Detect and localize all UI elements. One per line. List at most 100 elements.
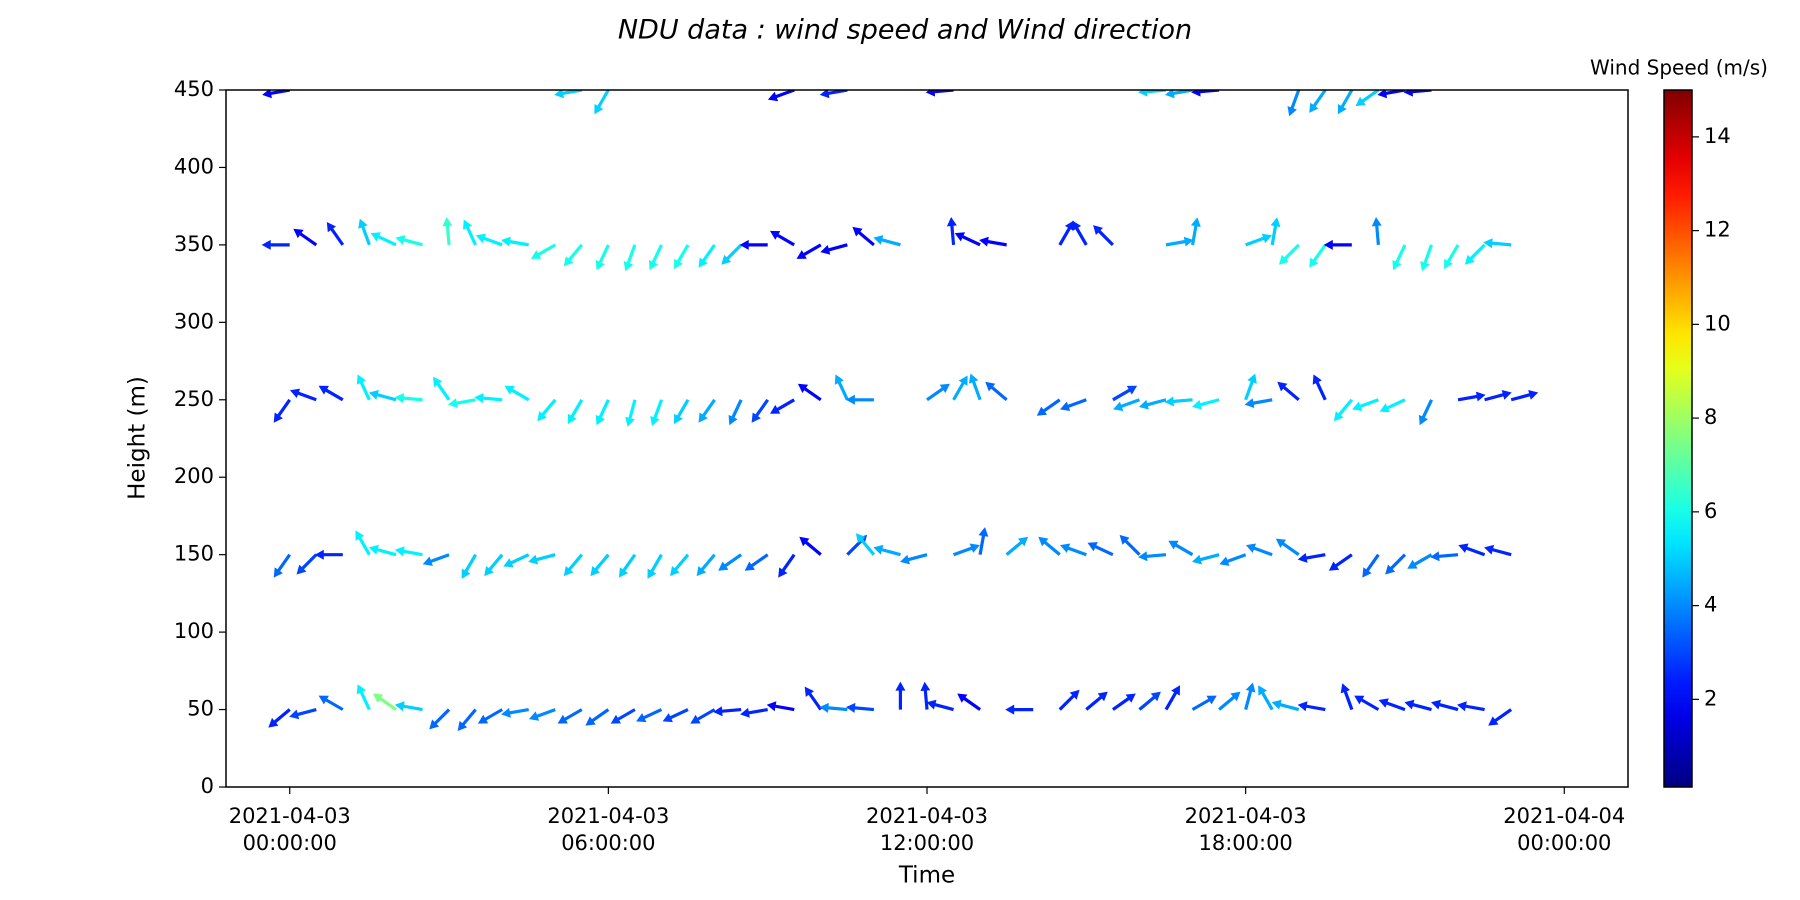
wind-arrow bbox=[1312, 374, 1327, 401]
wind-arrow bbox=[696, 553, 716, 577]
wind-arrow bbox=[1245, 543, 1273, 557]
wind-arrow bbox=[834, 374, 849, 401]
wind-arrow bbox=[1430, 551, 1459, 562]
wind-arrow bbox=[648, 244, 663, 271]
wind-arrow bbox=[845, 394, 874, 405]
wind-arrow bbox=[594, 90, 610, 115]
x-tick-label: 2021-04-03 06:00:00 bbox=[547, 804, 669, 855]
wind-arrow bbox=[1038, 536, 1061, 556]
wind-arrow bbox=[395, 235, 423, 247]
wind-arrow bbox=[394, 546, 423, 557]
wind-arrow bbox=[674, 399, 690, 424]
wind-arrow bbox=[1352, 398, 1379, 411]
wind-arrow bbox=[1354, 695, 1380, 711]
wind-arrow bbox=[318, 385, 344, 402]
wind-arrow bbox=[957, 693, 981, 711]
wind-arrow bbox=[1119, 534, 1141, 556]
y-tick-label: 50 bbox=[187, 697, 214, 721]
wind-arrow bbox=[647, 553, 663, 579]
wind-arrow bbox=[926, 383, 950, 402]
wind-arrow bbox=[318, 695, 344, 711]
wind-arrow bbox=[770, 230, 795, 247]
wind-arrow bbox=[1323, 239, 1352, 250]
wind-arrow bbox=[314, 549, 343, 560]
wind-arrow bbox=[1192, 398, 1220, 410]
wind-arrow bbox=[819, 90, 848, 99]
wind-arrow bbox=[846, 702, 874, 713]
wind-arrow bbox=[852, 226, 875, 247]
wind-arrow bbox=[394, 701, 423, 712]
wind-arrow bbox=[954, 232, 981, 247]
wind-arrow bbox=[1340, 683, 1354, 711]
wind-arrow bbox=[273, 553, 291, 578]
wind-arrow bbox=[528, 708, 556, 721]
wind-arrow bbox=[674, 244, 690, 270]
wind-arrow bbox=[1457, 391, 1486, 402]
wind-arrow bbox=[1164, 396, 1193, 407]
wind-arrow bbox=[394, 393, 423, 404]
wind-arrow bbox=[1244, 398, 1273, 408]
wind-arrow bbox=[1058, 689, 1080, 711]
wind-arrow bbox=[563, 243, 583, 267]
wind-arrow bbox=[293, 228, 318, 247]
wind-arrow bbox=[1244, 373, 1257, 401]
wind-arrow bbox=[501, 707, 529, 718]
colorbar-label: Wind Speed (m/s) bbox=[1590, 56, 1768, 80]
wind-arrow bbox=[979, 236, 1007, 247]
wind-arrow bbox=[1005, 536, 1029, 556]
wind-arrow bbox=[1457, 701, 1485, 712]
wind-arrow bbox=[1168, 540, 1194, 557]
colorbar-tick-label: 10 bbox=[1704, 311, 1731, 335]
wind-arrow bbox=[1484, 390, 1512, 402]
colorbar-tick-label: 12 bbox=[1704, 218, 1731, 242]
wind-arrow bbox=[1464, 243, 1486, 265]
y-tick-label: 250 bbox=[174, 387, 214, 411]
colorbar-tick-label: 14 bbox=[1704, 124, 1731, 148]
wind-arrow bbox=[585, 708, 610, 726]
wind-arrow bbox=[503, 553, 530, 568]
wind-arrow bbox=[326, 222, 345, 246]
wind-arrow bbox=[698, 398, 716, 423]
wind-arrow bbox=[1192, 553, 1220, 565]
y-tick-label: 450 bbox=[174, 77, 214, 101]
colorbar-tick-label: 8 bbox=[1704, 405, 1717, 429]
wind-arrow bbox=[1138, 551, 1167, 562]
wind-arrow bbox=[636, 708, 663, 723]
wind-arrow bbox=[528, 553, 556, 565]
wind-arrow bbox=[484, 553, 504, 577]
wind-arrow bbox=[873, 235, 901, 247]
wind-arrow bbox=[1392, 244, 1407, 271]
wind-arrow bbox=[289, 708, 317, 720]
y-tick-label: 100 bbox=[174, 619, 214, 643]
wind-arrow bbox=[1005, 704, 1034, 715]
wind-arrow bbox=[1355, 90, 1380, 107]
wind-arrow bbox=[477, 708, 503, 724]
y-tick-label: 0 bbox=[201, 774, 214, 798]
wind-arrow bbox=[1275, 538, 1300, 556]
wind-arrow bbox=[728, 399, 743, 426]
wind-arrow bbox=[370, 232, 397, 247]
wind-arrow bbox=[895, 681, 906, 710]
wind-arrow bbox=[1036, 398, 1061, 416]
wind-arrow bbox=[373, 693, 397, 711]
wind-arrow bbox=[1385, 553, 1407, 575]
wind-arrow bbox=[595, 399, 610, 426]
wind-arrow bbox=[368, 390, 397, 402]
wind-arrow bbox=[1309, 90, 1327, 113]
wind-arrow bbox=[1379, 398, 1406, 413]
wind-arrow bbox=[355, 530, 371, 556]
wind-arrow bbox=[268, 708, 291, 728]
wind-arrow bbox=[1488, 708, 1513, 726]
y-tick-label: 150 bbox=[174, 542, 214, 566]
y-tick-label: 350 bbox=[174, 232, 214, 256]
wind-arrow bbox=[463, 219, 477, 246]
wind-arrow bbox=[1309, 244, 1327, 268]
wind-arrow bbox=[504, 385, 530, 402]
wind-arrow bbox=[796, 243, 822, 259]
y-tick-label: 200 bbox=[174, 464, 214, 488]
wind-arrow bbox=[1060, 398, 1087, 411]
wind-arrow bbox=[618, 553, 637, 578]
wind-arrow bbox=[900, 553, 928, 565]
wind-arrow bbox=[1278, 243, 1300, 265]
arrows bbox=[261, 90, 1539, 731]
